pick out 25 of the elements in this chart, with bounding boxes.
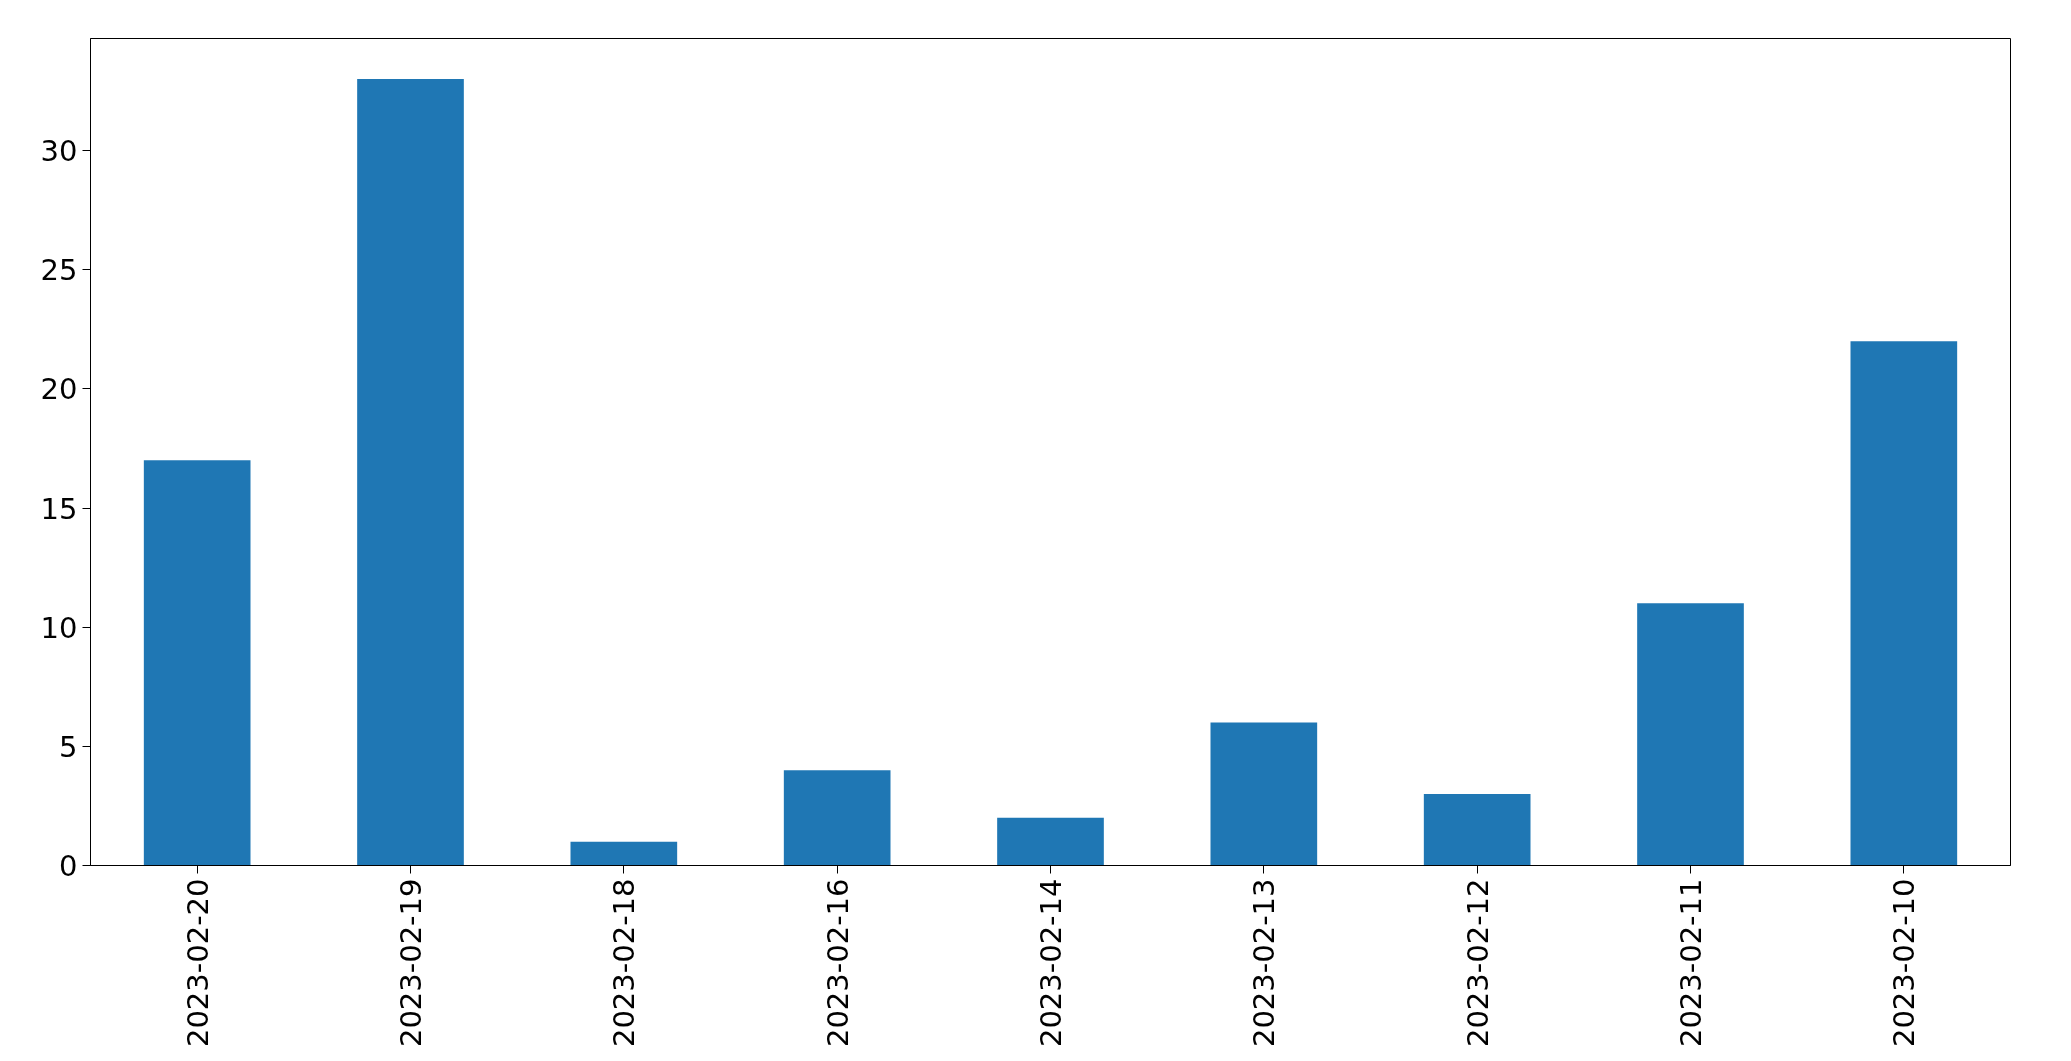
y-tick-label: 10	[40, 610, 78, 645]
x-tick-label: 2023-02-13	[1247, 878, 1282, 1048]
x-tick-label: 2023-02-12	[1460, 878, 1495, 1048]
x-tick-label: 2023-02-11	[1674, 878, 1708, 1048]
y-tick-label: 5	[59, 729, 78, 764]
x-tick-label: 2023-02-20	[180, 878, 215, 1048]
x-tick-label: 2023-02-18	[607, 878, 642, 1048]
bar	[1210, 722, 1318, 866]
y-tick-label: 20	[40, 372, 78, 407]
bar	[570, 841, 678, 866]
bar	[1850, 341, 1958, 866]
y-tick-label: 30	[40, 134, 78, 169]
x-tick-label: 2023-02-14	[1034, 878, 1068, 1048]
x-tick-label: 2023-02-19	[394, 878, 428, 1048]
y-tick-label: 15	[40, 491, 78, 526]
x-tick-label: 2023-02-16	[820, 878, 855, 1048]
y-tick-label: 0	[59, 849, 78, 883]
bar	[357, 79, 464, 866]
bar	[1423, 794, 1531, 866]
bar	[783, 770, 891, 866]
x-tick-label: 2023-02-10	[1887, 878, 1922, 1048]
bar	[1637, 603, 1744, 866]
y-tick-label: 25	[40, 253, 78, 288]
bar	[997, 817, 1104, 866]
bar	[143, 460, 251, 866]
